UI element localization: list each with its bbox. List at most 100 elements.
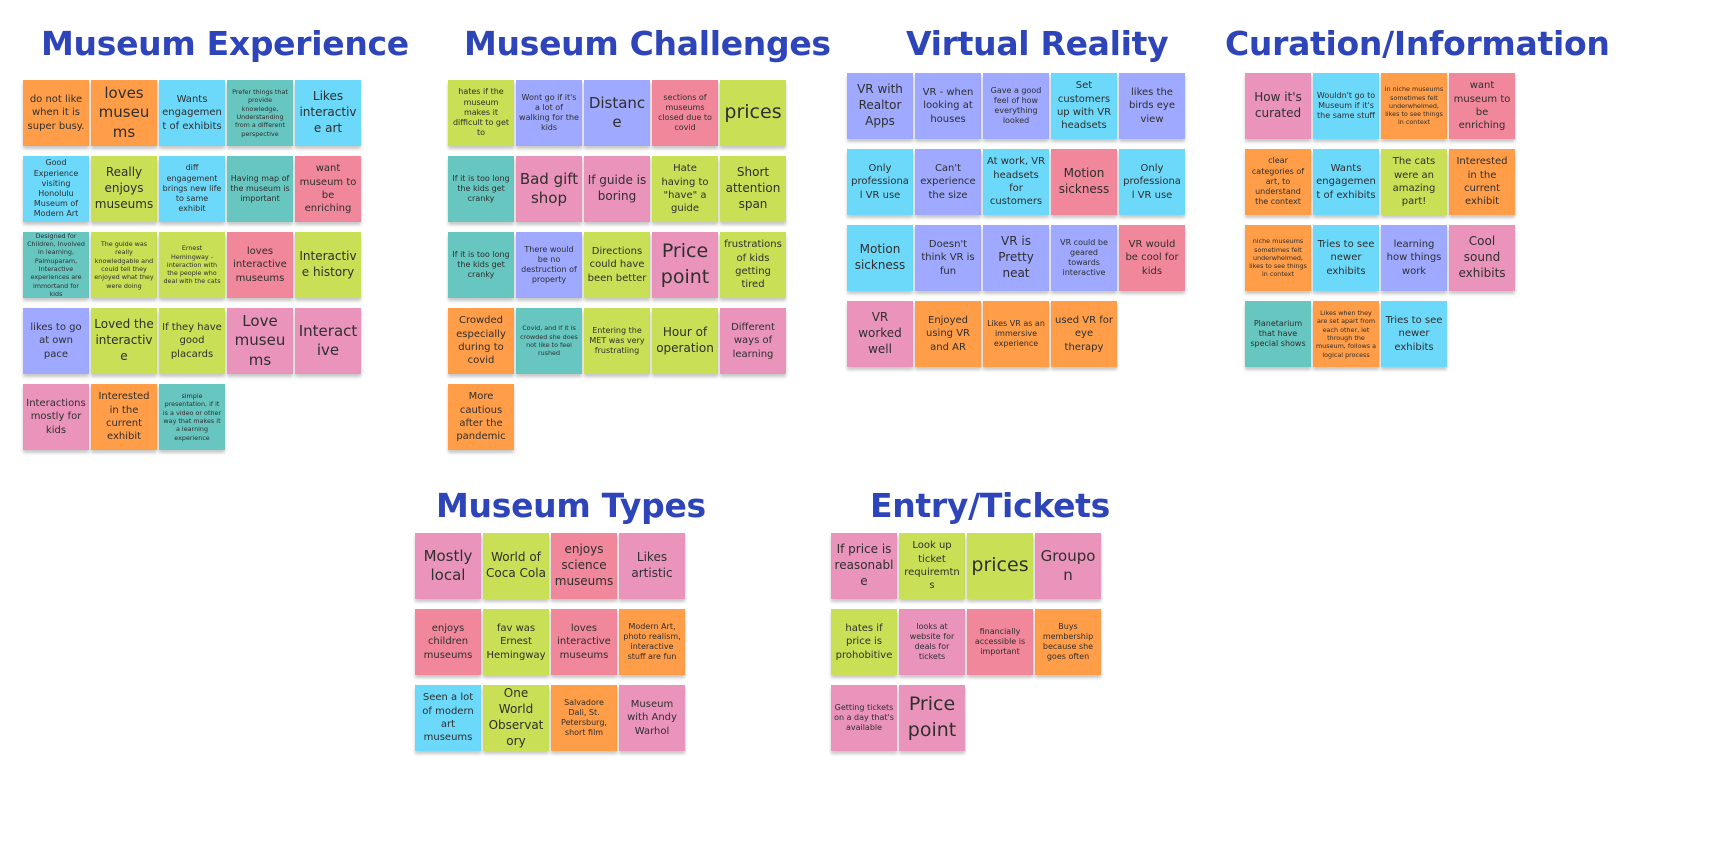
sticky-note[interactable]: Really enjoys museums (91, 156, 157, 222)
sticky-note[interactable]: Cool sound exhibits (1449, 225, 1515, 291)
sticky-note[interactable]: enjoys children museums (415, 609, 481, 675)
sticky-note[interactable]: Wants engagement of exhibits (1313, 149, 1379, 215)
sticky-note[interactable]: Likes interactive art (295, 80, 361, 146)
sticky-note[interactable]: Entering the MET was very frustratiing (584, 308, 650, 374)
sticky-note[interactable]: Motion sickness (1051, 149, 1117, 215)
sticky-note[interactable]: Loved the interactive (91, 308, 157, 374)
sticky-note[interactable]: World of Coca Cola (483, 533, 549, 599)
sticky-note[interactable]: Bad gift shop (516, 156, 582, 222)
sticky-note[interactable]: want museum to be enriching (1449, 73, 1515, 139)
sticky-note[interactable]: Good Experience visiting Honolulu Museum… (23, 156, 89, 222)
sticky-note[interactable]: Different ways of learning (720, 308, 786, 374)
sticky-note[interactable]: Hour of operation (652, 308, 718, 374)
sticky-note[interactable]: clear categories of art, to understand t… (1245, 149, 1311, 215)
sticky-note[interactable]: Groupon (1035, 533, 1101, 599)
sticky-note[interactable]: Likes artistic (619, 533, 685, 599)
sticky-note[interactable]: likes to go at own pace (23, 308, 89, 374)
sticky-note[interactable]: How it's curated (1245, 73, 1311, 139)
sticky-note[interactable]: simple presentation, if it is a video or… (159, 384, 225, 450)
sticky-note[interactable]: Can't experience the size (915, 149, 981, 215)
sticky-note[interactable]: prices (967, 533, 1033, 599)
sticky-note[interactable]: Enjoyed using VR and AR (915, 301, 981, 367)
sticky-note[interactable]: There would be no destruction of propert… (516, 232, 582, 298)
sticky-note[interactable]: Modern Art, photo realism, interactive s… (619, 609, 685, 675)
sticky-note[interactable]: Interactive (295, 308, 361, 374)
sticky-note[interactable]: hates if the museum makes it difficult t… (448, 80, 514, 146)
sticky-note[interactable]: Doesn't think VR is fun (915, 225, 981, 291)
sticky-note[interactable]: looks at website for deals for tickets (899, 609, 965, 675)
sticky-note[interactable]: do not like when it is super busy. (23, 80, 89, 146)
sticky-note[interactable]: More cautious after the pandemic (448, 384, 514, 450)
sticky-note[interactable]: learning how things work (1381, 225, 1447, 291)
sticky-note[interactable]: Museum with Andy Warhol (619, 685, 685, 751)
sticky-note[interactable]: Wants engagement of exhibits (159, 80, 225, 146)
sticky-note[interactable]: VR worked well (847, 301, 913, 367)
sticky-note[interactable]: Look up ticket requiremtns (899, 533, 965, 599)
sticky-note[interactable]: If it is too long the kids get cranky (448, 156, 514, 222)
sticky-note[interactable]: Interested in the current exhibit (1449, 149, 1515, 215)
sticky-note[interactable]: At work, VR headsets for customers (983, 149, 1049, 215)
sticky-note[interactable]: Interactions mostly for kids (23, 384, 89, 450)
sticky-note[interactable]: Interactive history (295, 232, 361, 298)
sticky-note[interactable]: financially accessible is important (967, 609, 1033, 675)
sticky-note[interactable]: Covid, and if it is crowded she does not… (516, 308, 582, 374)
sticky-note[interactable]: Mostly local (415, 533, 481, 599)
sticky-note[interactable]: Getting tickets on a day that's availabl… (831, 685, 897, 751)
sticky-note[interactable]: Seen a lot of modern art museums (415, 685, 481, 751)
sticky-note[interactable]: Tries to see newer exhibits (1313, 225, 1379, 291)
sticky-note[interactable]: Directions could have been better (584, 232, 650, 298)
sticky-note[interactable]: The cats were an amazing part! (1381, 149, 1447, 215)
sticky-note[interactable]: hates if price is prohobitive (831, 609, 897, 675)
sticky-note[interactable]: One World Observatory (483, 685, 549, 751)
sticky-note[interactable]: Crowded especially during to covid (448, 308, 514, 374)
sticky-note[interactable]: Prefer things that provide knowledge, Un… (227, 80, 293, 146)
sticky-note[interactable]: Likes when they are set apart from each … (1313, 301, 1379, 367)
sticky-note[interactable]: Interested in the current exhibit (91, 384, 157, 450)
sticky-note[interactable]: in niche museums sometimes felt underwhe… (1381, 73, 1447, 139)
sticky-note[interactable]: Salvadore Dali, St. Petersburg, short fi… (551, 685, 617, 751)
sticky-note[interactable]: Ernest Hemingway - interaction with the … (159, 232, 225, 298)
sticky-note[interactable]: Set customers up with VR headsets (1051, 73, 1117, 139)
sticky-note[interactable]: loves interactive museums (551, 609, 617, 675)
sticky-note[interactable]: want museum to be enriching (295, 156, 361, 222)
sticky-note[interactable]: likes the birds eye view (1119, 73, 1185, 139)
sticky-note[interactable]: VR could be geared towards interactive (1051, 225, 1117, 291)
sticky-note[interactable]: niche museums sometimes felt underwhelme… (1245, 225, 1311, 291)
sticky-note[interactable]: Wouldn't go to Museum if it's the same s… (1313, 73, 1379, 139)
sticky-note[interactable]: If price is reasonable (831, 533, 897, 599)
sticky-note[interactable]: frustrations of kids getting tired (720, 232, 786, 298)
sticky-note[interactable]: Only professional VR use (847, 149, 913, 215)
sticky-note[interactable]: fav was Ernest Hemingway (483, 609, 549, 675)
sticky-note[interactable]: VR with Realtor Apps (847, 73, 913, 139)
sticky-note[interactable]: loves museums (91, 80, 157, 146)
sticky-note[interactable]: Short attention span (720, 156, 786, 222)
sticky-note[interactable]: Buys membership because she goes often (1035, 609, 1101, 675)
sticky-note[interactable]: enjoys science museums (551, 533, 617, 599)
sticky-note[interactable]: Likes VR as an immersive experience (983, 301, 1049, 367)
sticky-note[interactable]: VR is Pretty neat (983, 225, 1049, 291)
sticky-note[interactable]: Tries to see newer exhibits (1381, 301, 1447, 367)
sticky-note[interactable]: Love museums (227, 308, 293, 374)
sticky-note[interactable]: Price point (899, 685, 965, 751)
sticky-note[interactable]: Only professional VR use (1119, 149, 1185, 215)
sticky-note[interactable]: Having map of the museum is important (227, 156, 293, 222)
sticky-note[interactable]: sections of museums closed due to covid (652, 80, 718, 146)
sticky-note[interactable]: Planetarium that have special shows (1245, 301, 1311, 367)
sticky-note[interactable]: If it is too long the kids get cranky (448, 232, 514, 298)
sticky-note[interactable]: If they have good placards (159, 308, 225, 374)
sticky-note[interactable]: loves interactive museums (227, 232, 293, 298)
sticky-note[interactable]: Wont go if it's a lot of walking for the… (516, 80, 582, 146)
sticky-note[interactable]: Distance (584, 80, 650, 146)
sticky-note[interactable]: Hate having to "have" a guide (652, 156, 718, 222)
sticky-note[interactable]: Price point (652, 232, 718, 298)
sticky-note[interactable]: The guide was really knowledgable and co… (91, 232, 157, 298)
sticky-note[interactable]: diff engagement brings new life to same … (159, 156, 225, 222)
sticky-note[interactable]: If guide is boring (584, 156, 650, 222)
sticky-note[interactable]: VR would be cool for kids (1119, 225, 1185, 291)
sticky-note[interactable]: prices (720, 80, 786, 146)
sticky-note[interactable]: Motion sickness (847, 225, 913, 291)
sticky-note[interactable]: VR - when looking at houses (915, 73, 981, 139)
sticky-note[interactable]: Designed for Children, Involved in learn… (23, 232, 89, 298)
sticky-note[interactable]: Gave a good feel of how everything looke… (983, 73, 1049, 139)
sticky-note[interactable]: used VR for eye therapy (1051, 301, 1117, 367)
